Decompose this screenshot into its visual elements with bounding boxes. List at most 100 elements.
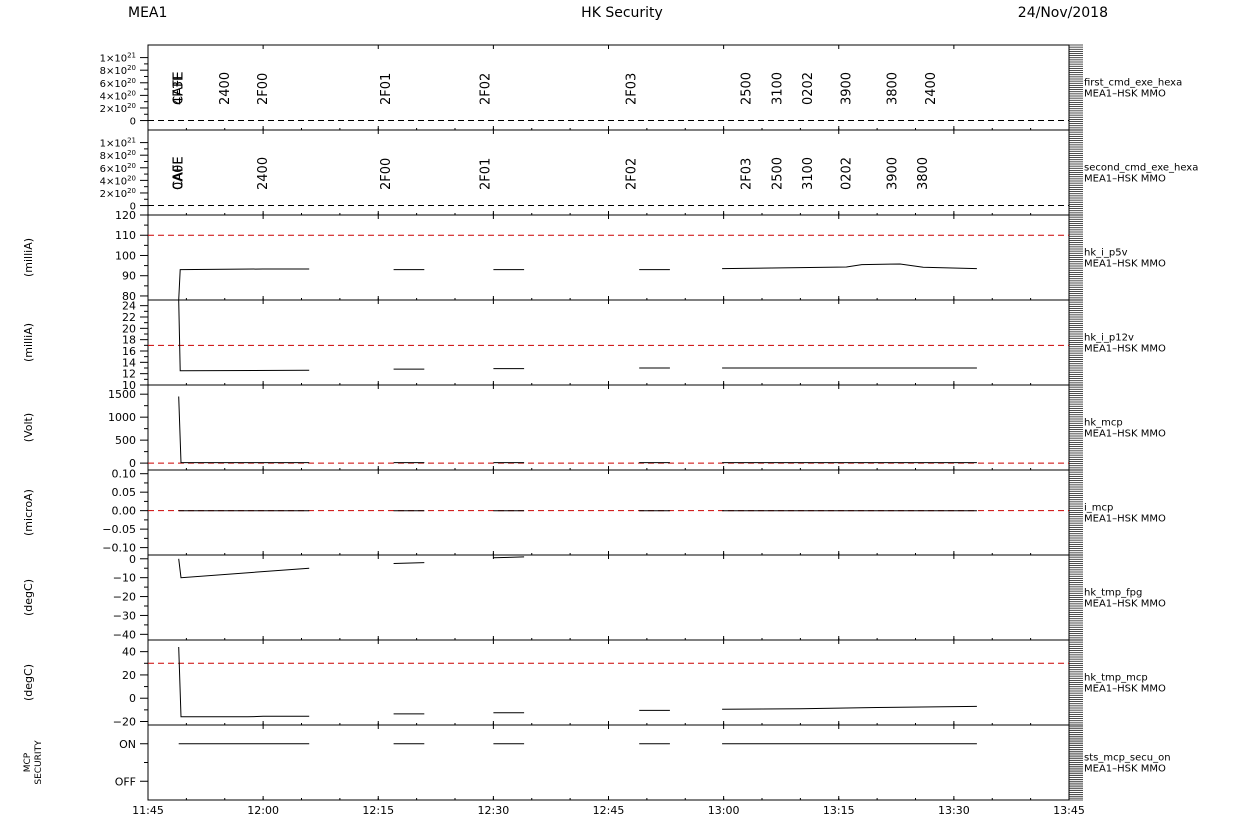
x-tick-label: 12:30 — [478, 804, 510, 817]
y-tick-label: 2×1020 — [100, 187, 136, 200]
header-center-title: HK Security — [581, 5, 663, 21]
panel-source-name: MEA1–HSK MMO — [1084, 344, 1166, 355]
event-label: 2F00 — [256, 73, 271, 105]
x-tick-label: 13:15 — [823, 804, 855, 817]
event-label: 3800 — [916, 157, 931, 190]
y-tick-label: 1×1021 — [100, 52, 136, 65]
x-tick-label: 12:45 — [593, 804, 625, 817]
event-label: 2F01 — [479, 158, 494, 190]
y-axis-label: (degC) — [22, 664, 35, 701]
panel-frame-sts_mcp_secu_on — [147, 724, 1070, 801]
y-tick-label: 0.00 — [112, 505, 137, 518]
series-line-hk_i_p12v — [178, 299, 310, 372]
y-tick-label: 500 — [115, 434, 136, 447]
panel-param-name: hk_i_p12v — [1084, 333, 1134, 344]
event-label: 3900 — [839, 72, 854, 105]
y-tick-label: 12 — [122, 368, 136, 381]
y-tick-label: 1000 — [108, 411, 136, 424]
y-tick-label: 16 — [122, 345, 136, 358]
y-tick-label: −10 — [113, 572, 136, 585]
series-line-hk_tmp_fpg — [493, 556, 525, 559]
event-label: 2F03 — [625, 73, 640, 105]
event-label: 2F00 — [379, 158, 394, 190]
series-line-hk_i_p5v — [722, 263, 977, 270]
event-label: CAFE — [172, 156, 187, 190]
panel-frame-hk_tmp_fpg — [147, 554, 1070, 641]
x-tick-label: 13:45 — [1053, 804, 1085, 817]
panel-source-name: MEA1–HSK MMO — [1084, 89, 1166, 100]
panel-source-name: MEA1–HSK MMO — [1084, 429, 1166, 440]
panel-source-name: MEA1–HSK MMO — [1084, 259, 1166, 270]
y-tick-label: 6×1020 — [100, 77, 136, 90]
y-tick-label: 80 — [122, 290, 136, 303]
y-tick-label: 0 — [130, 202, 136, 213]
panel-frame-hk_mcp — [147, 384, 1070, 471]
y-tick-label: 1×1021 — [100, 137, 136, 150]
panel-param-name: hk_tmp_fpg — [1084, 588, 1142, 599]
event-label: 2400 — [218, 72, 233, 105]
y-tick-label: −0.05 — [102, 523, 136, 536]
y-tick-label: −20 — [113, 716, 136, 729]
y-tick-label: 8×1020 — [100, 64, 136, 77]
y-tick-label: 24 — [122, 300, 136, 313]
event-label: 2500 — [740, 72, 755, 105]
event-label: 4F3E — [172, 73, 187, 105]
y-tick-label: 22 — [122, 311, 136, 324]
event-label: 2F02 — [479, 73, 494, 105]
y-tick-label: 100 — [115, 249, 136, 262]
y-tick-label: 8×1020 — [100, 149, 136, 162]
series-line-hk_tmp_fpg — [393, 562, 425, 564]
panel-param-name: i_mcp — [1084, 503, 1113, 514]
event-label: 0A0E — [172, 156, 187, 190]
x-tick-label: 13:30 — [938, 804, 970, 817]
event-label: 0202 — [801, 72, 816, 105]
y-axis-label: SECURITY — [34, 740, 44, 785]
y-tick-label: 18 — [122, 334, 136, 347]
y-tick-label: 20 — [122, 669, 136, 682]
y-tick-label: 10 — [122, 379, 136, 392]
panel-source-name: MEA1–HSK MMO — [1084, 174, 1166, 185]
y-tick-label: 0.10 — [112, 468, 137, 481]
y-axis-label: (Volt) — [22, 413, 35, 442]
panel-frame-hk_i_p5v — [147, 214, 1070, 301]
y-tick-label: 0 — [129, 692, 136, 705]
panel-source-name: MEA1–HSK MMO — [1084, 684, 1166, 695]
event-label: 3800 — [885, 72, 900, 105]
panel-param-name: sts_mcp_secu_on — [1084, 753, 1171, 764]
y-tick-label: 0.05 — [112, 486, 137, 499]
event-label: 0202 — [839, 157, 854, 190]
event-label: 2F01 — [379, 73, 394, 105]
panel-param-name: hk_mcp — [1084, 418, 1123, 429]
panel-frame-i_mcp — [147, 469, 1070, 556]
event-label: 3900 — [885, 157, 900, 190]
y-tick-label: 0 — [130, 117, 136, 128]
y-tick-label: 14 — [122, 356, 136, 369]
panel-source-name: MEA1–HSK MMO — [1084, 764, 1166, 775]
series-line-hk_tmp_fpg — [178, 558, 310, 579]
y-axis-label: (milliA) — [22, 238, 35, 277]
y-tick-label: 6×1020 — [100, 162, 136, 175]
series-line-hk_tmp_mcp — [178, 646, 310, 718]
event-label: 3100 — [770, 72, 785, 105]
event-label: CAFE — [172, 71, 187, 105]
y-axis-label: (degC) — [22, 579, 35, 616]
y-tick-label: 20 — [122, 322, 136, 335]
y-tick-label: 2×1020 — [100, 102, 136, 115]
x-tick-label: 13:00 — [708, 804, 740, 817]
y-axis-label: (milliA) — [22, 323, 35, 362]
y-tick-label: −0.10 — [102, 542, 136, 555]
series-line-hk_tmp_mcp — [722, 705, 977, 710]
event-label: 2400 — [924, 72, 939, 105]
panel-source-name: MEA1–HSK MMO — [1084, 514, 1166, 525]
y-tick-label: 0 — [129, 457, 136, 470]
y-tick-label: 110 — [115, 229, 136, 242]
event-label: 2F02 — [625, 158, 640, 190]
event-label: 2400 — [256, 157, 271, 190]
panel-frame-hk_tmp_mcp — [147, 639, 1070, 726]
y-tick-label: 4×1020 — [100, 89, 136, 102]
header-date: 24/Nov/2018 — [1017, 5, 1108, 21]
y-tick-label: 90 — [122, 270, 136, 283]
event-label: 3100 — [801, 157, 816, 190]
panel-param-name: first_cmd_exe_hexa — [1084, 78, 1182, 89]
